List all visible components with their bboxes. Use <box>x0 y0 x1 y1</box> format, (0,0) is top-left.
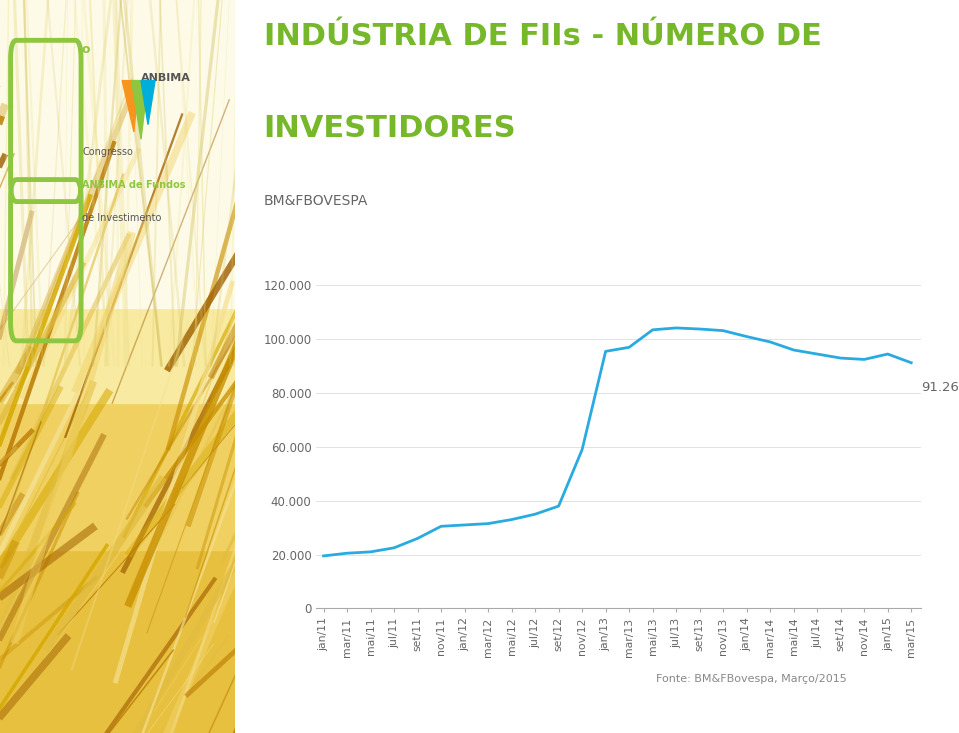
Bar <box>0 403 235 550</box>
Bar <box>0 183 235 308</box>
Bar <box>0 308 235 403</box>
Text: BM&FBOVESPA: BM&FBOVESPA <box>264 194 368 208</box>
Text: de Investimento: de Investimento <box>82 213 162 223</box>
Text: INDÚSTRIA DE FIIs - NÚMERO DE: INDÚSTRIA DE FIIs - NÚMERO DE <box>264 22 822 51</box>
Bar <box>0 0 235 183</box>
Text: ANBIMA: ANBIMA <box>141 73 191 84</box>
Text: ANBIMA de Fundos: ANBIMA de Fundos <box>82 180 186 190</box>
Text: o: o <box>82 43 89 56</box>
Polygon shape <box>122 81 139 132</box>
Bar <box>0 550 235 733</box>
Text: Congresso: Congresso <box>82 147 133 157</box>
Text: INVESTIDORES: INVESTIDORES <box>264 114 516 143</box>
Text: Fonte: BM&FBovespa, Março/2015: Fonte: BM&FBovespa, Março/2015 <box>656 674 847 684</box>
Polygon shape <box>131 81 148 139</box>
Polygon shape <box>141 81 155 125</box>
Text: 91.269: 91.269 <box>921 381 959 394</box>
